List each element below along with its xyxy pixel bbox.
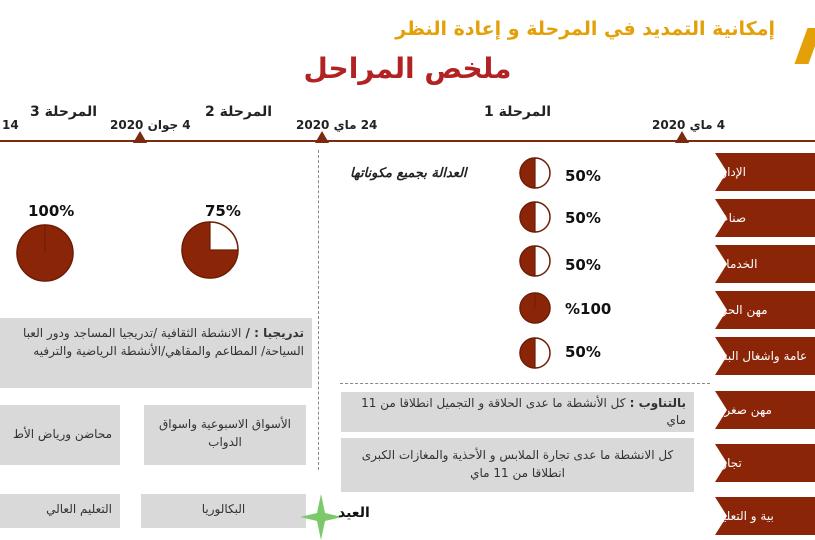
date-label-fragment: 14	[2, 118, 19, 132]
weekly-markets-text: الأسواق الاسبوعية واسواق الدواب	[159, 417, 291, 449]
alternating-text: كل الأنشطة ما عدى الحلاقة و التجميل انطل…	[361, 396, 686, 427]
page-title: ملخص المراحل	[303, 52, 512, 85]
date-label-2: 24 ماي 2020	[296, 118, 378, 132]
bac-box: البكالوريا	[141, 494, 306, 528]
sector-progress-pie	[519, 201, 551, 233]
sector-percent: 50%	[565, 209, 601, 227]
sector-commerce[interactable]: تجارة	[715, 444, 815, 482]
sector-administration[interactable]: الإدارة	[715, 153, 815, 191]
sector-education[interactable]: بية و التعليم	[715, 497, 815, 535]
sector-construction[interactable]: عامة واشغال البناء	[715, 337, 815, 375]
stage-2-percent: 75%	[205, 202, 241, 220]
page-subtitle: إمكانية التمديد في المرحلة و إعادة النظر	[395, 18, 775, 40]
timeline-line	[0, 140, 815, 142]
stage-2-progress-pie	[181, 221, 239, 279]
bac-text: البكالوريا	[201, 502, 246, 516]
pie-fill	[519, 201, 536, 233]
timeline-marker-1	[675, 131, 689, 143]
gradual-text: الانشطة الثقافية /تدريجيا المساجد ودور ا…	[23, 326, 304, 358]
sector-small-trades[interactable]: مهن صغرى	[715, 391, 815, 429]
trade-box: كل الانشطة ما عدى تجارة الملابس و الأحذي…	[341, 438, 694, 492]
sector-percent: 50%	[565, 167, 601, 185]
sector-services[interactable]: الخدمات	[715, 245, 815, 283]
star-icon	[300, 494, 342, 540]
sector-progress-pie	[519, 337, 551, 369]
trade-text: كل الانشطة ما عدى تجارة الملابس و الأحذي…	[361, 448, 674, 480]
gradual-activities-box: تدريجيا : / الانشطة الثقافية /تدريجيا ال…	[0, 318, 312, 388]
horizontal-divider	[340, 383, 710, 384]
alternating-box: بالتناوب : كل الأنشطة ما عدى الحلاقة و ا…	[341, 392, 694, 432]
higher-education-text: التعليم العالي	[46, 502, 112, 516]
sector-label: الإدارة	[715, 165, 746, 179]
sector-label: عامة واشغال البناء	[715, 349, 808, 363]
sector-percent: %100	[565, 300, 612, 318]
nurseries-text: محاضن ورياض الأط	[12, 427, 112, 441]
justice-note: العدالة بجميع مكوناتها	[350, 166, 467, 181]
sector-label: بية و التعليم	[715, 509, 774, 523]
pie-fill	[519, 245, 536, 277]
sector-label: مهن صغرى	[715, 403, 772, 417]
sector-progress-pie	[519, 157, 551, 189]
sector-label: مهن الحرة	[715, 303, 768, 317]
sector-label: تجارة	[715, 456, 742, 470]
stage-3-progress-pie	[16, 224, 74, 282]
alternating-title: بالتناوب :	[625, 396, 686, 410]
stage-2-label: المرحلة 2	[205, 104, 273, 120]
sector-label: الخدمات	[715, 257, 758, 271]
sector-industry[interactable]: صناعة	[715, 199, 815, 237]
sector-label: صناعة	[715, 211, 747, 225]
nurseries-box: محاضن ورياض الأط	[0, 405, 120, 465]
pie-fill	[181, 221, 239, 279]
sector-percent: 50%	[565, 343, 601, 361]
higher-education-box: التعليم العالي	[0, 494, 120, 528]
sector-liberal-professions[interactable]: مهن الحرة	[715, 291, 815, 329]
sector-percent: 50%	[565, 256, 601, 274]
date-label-1: 4 ماي 2020	[652, 118, 726, 132]
stage-3-percent: 100%	[28, 202, 75, 220]
timeline-marker-3	[133, 131, 147, 143]
stage-1-label: المرحلة 1	[484, 104, 552, 120]
pie-fill	[519, 337, 536, 369]
stage-3-label: المرحلة 3	[30, 104, 98, 120]
sector-progress-pie	[519, 292, 551, 324]
timeline-marker-2	[315, 131, 329, 143]
vertical-divider	[318, 150, 319, 470]
date-label-3: 4 جوان 2020	[110, 118, 191, 132]
weekly-markets-box: الأسواق الاسبوعية واسواق الدواب	[144, 405, 306, 465]
eid-label: العيد	[338, 505, 370, 521]
pie-fill	[519, 157, 536, 189]
gradual-title: تدريجيا : /	[241, 326, 304, 340]
sector-progress-pie	[519, 245, 551, 277]
